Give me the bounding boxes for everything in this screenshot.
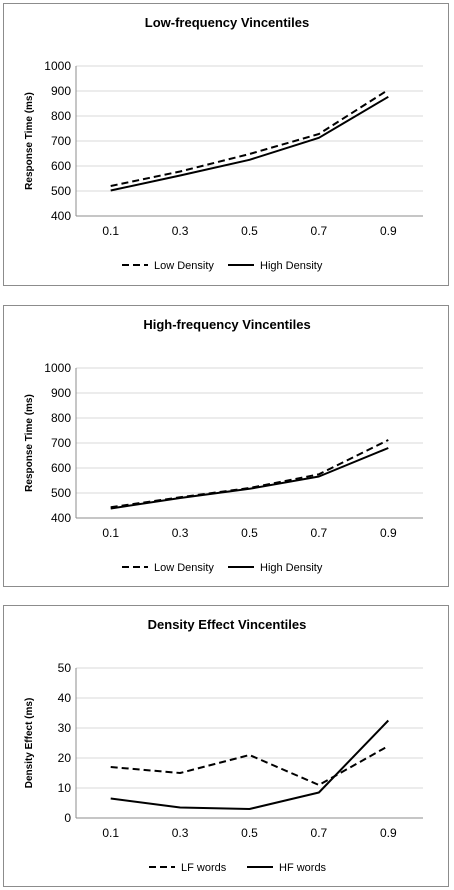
x-tick-label: 0.9 bbox=[380, 224, 397, 238]
x-tick-label: 0.3 bbox=[172, 826, 189, 840]
y-tick-label: 700 bbox=[51, 134, 71, 148]
legend-label: LF words bbox=[181, 862, 227, 874]
x-tick-label: 0.7 bbox=[311, 826, 328, 840]
chart-svg-low-frequency: Low-frequency Vincentiles 400 500 600 700 800… bbox=[24, 15, 423, 272]
legend-label: Low Density bbox=[154, 562, 214, 574]
series-line-dashed bbox=[110, 439, 389, 509]
y-tick-label: 800 bbox=[51, 411, 71, 425]
legend-label: High Density bbox=[260, 562, 323, 574]
series-line-dashed bbox=[110, 88, 389, 187]
y-tick-label: 900 bbox=[51, 84, 71, 98]
y-axis-label: Response Time (ms) bbox=[24, 394, 35, 492]
legend-label: HF words bbox=[279, 862, 327, 874]
chart-title: Low-frequency Vincentiles bbox=[145, 15, 309, 30]
y-axis-label: Response Time (ms) bbox=[24, 92, 35, 190]
series-line-solid bbox=[110, 447, 389, 510]
series-line-solid bbox=[110, 719, 390, 810]
y-tick-label: 50 bbox=[58, 661, 72, 675]
legend-label: Low Density bbox=[154, 260, 214, 272]
y-tick-label: 1000 bbox=[44, 361, 71, 375]
y-tick-label: 20 bbox=[58, 751, 72, 765]
y-tick-label: 400 bbox=[51, 511, 71, 525]
chart-svg-density-effect: Density Effect Vincentiles 0 10 20 30 40 50 0.1… bbox=[24, 617, 423, 874]
series-line-dashed bbox=[110, 745, 389, 786]
y-tick-label: 40 bbox=[58, 691, 72, 705]
x-tick-label: 0.3 bbox=[172, 526, 189, 540]
y-tick-label: 600 bbox=[51, 461, 71, 475]
x-tick-label: 0.5 bbox=[241, 224, 258, 238]
x-tick-label: 0.1 bbox=[102, 826, 119, 840]
chart-svg-high-frequency: High-frequency Vincentiles 400 500 600 700 80… bbox=[24, 317, 423, 574]
x-tick-label: 0.5 bbox=[241, 826, 258, 840]
chart-title: High-frequency Vincentiles bbox=[143, 317, 310, 332]
y-axis-label: Density Effect (ms) bbox=[24, 698, 35, 789]
y-tick-label: 500 bbox=[51, 486, 71, 500]
chart-panel-density-effect: Density Effect Vincentiles 0 10 20 30 40 50 0.1… bbox=[3, 605, 449, 887]
y-tick-label: 900 bbox=[51, 386, 71, 400]
x-tick-label: 0.7 bbox=[311, 526, 328, 540]
x-tick-label: 0.9 bbox=[380, 826, 397, 840]
y-tick-label: 500 bbox=[51, 184, 71, 198]
x-tick-label: 0.3 bbox=[172, 224, 189, 238]
chart-title: Density Effect Vincentiles bbox=[148, 617, 307, 632]
y-tick-label: 10 bbox=[58, 781, 72, 795]
y-tick-label: 0 bbox=[64, 811, 71, 825]
x-tick-label: 0.1 bbox=[102, 526, 119, 540]
y-tick-label: 400 bbox=[51, 209, 71, 223]
y-tick-label: 30 bbox=[58, 721, 72, 735]
chart-panel-high-frequency: High-frequency Vincentiles 400 500 600 700 80… bbox=[3, 305, 449, 587]
y-tick-label: 1000 bbox=[44, 59, 71, 73]
series-line-solid bbox=[110, 95, 389, 192]
x-tick-label: 0.9 bbox=[380, 526, 397, 540]
x-tick-label: 0.5 bbox=[241, 526, 258, 540]
y-tick-label: 600 bbox=[51, 159, 71, 173]
x-tick-label: 0.7 bbox=[311, 224, 328, 238]
legend-label: High Density bbox=[260, 260, 323, 272]
x-tick-label: 0.1 bbox=[102, 224, 119, 238]
y-tick-label: 700 bbox=[51, 436, 71, 450]
y-tick-label: 800 bbox=[51, 109, 71, 123]
chart-panel-low-frequency: Low-frequency Vincentiles 400 500 600 700 800… bbox=[3, 3, 449, 286]
